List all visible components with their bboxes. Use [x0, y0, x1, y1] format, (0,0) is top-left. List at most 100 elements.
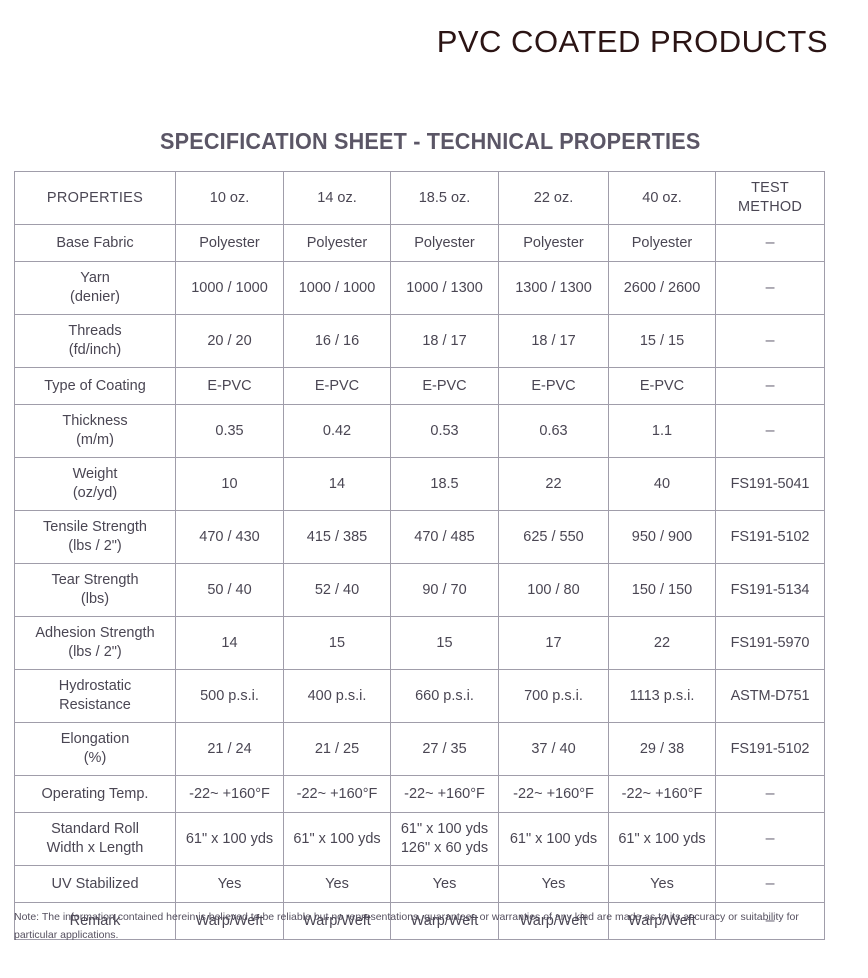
- cell-value-line1: Polyester: [199, 234, 260, 251]
- cell-test-method: ASTM-D751: [715, 669, 825, 723]
- cell-value-line1: E-PVC: [422, 377, 467, 394]
- cell-value-line1: Yes: [432, 875, 457, 892]
- cell-value: -22~ +160°F: [390, 775, 499, 813]
- cell-value-line1: Warp/Weft: [628, 912, 696, 929]
- cell-value-line1: 18 / 17: [422, 332, 467, 349]
- property-unit: (lbs / 2"): [68, 538, 122, 554]
- table-row: Operating Temp. -22~ +160°F -22~ +160°F -22…: [14, 775, 825, 813]
- column-header-18-5oz: 18.5 oz.: [390, 171, 499, 225]
- cell-value: 470 / 485: [390, 510, 499, 564]
- cell-test-method: –: [715, 902, 825, 940]
- cell-value-line1: -22~ +160°F: [296, 785, 378, 802]
- cell-value-line1: 61" x 100 yds: [509, 830, 598, 847]
- cell-value-line1: 400 p.s.i.: [307, 687, 367, 704]
- cell-value: Yes: [390, 865, 499, 903]
- property-name: Adhesion Strength: [35, 625, 155, 642]
- cell-value: Warp/Weft: [390, 902, 499, 940]
- cell-value-line1: 2600 / 2600: [623, 279, 701, 296]
- cell-value: 18.5: [390, 457, 499, 511]
- row-property-label: Remark: [14, 902, 176, 940]
- cell-value-line1: 50 / 40: [207, 581, 252, 598]
- cell-value: 20 / 20: [175, 314, 284, 368]
- cell-value-line1: 52 / 40: [314, 581, 360, 598]
- cell-value: 18 / 17: [498, 314, 609, 368]
- cell-test-method: –: [715, 367, 825, 405]
- row-property-label: Adhesion Strength (lbs / 2"): [14, 616, 176, 670]
- cell-value: 1000 / 1000: [283, 261, 391, 315]
- cell-value: Warp/Weft: [498, 902, 609, 940]
- cell-value: 22: [498, 457, 609, 511]
- cell-value-line1: 15: [328, 634, 346, 651]
- cell-value-line1: -22~ +160°F: [513, 785, 594, 802]
- cell-value: Yes: [175, 865, 284, 903]
- column-header-10oz: 10 oz.: [175, 171, 284, 225]
- cell-value: 1000 / 1000: [175, 261, 284, 315]
- cell-value: 0.42: [283, 404, 391, 458]
- cell-value: 415 / 385: [283, 510, 391, 564]
- cell-value-line1: 1000 / 1000: [191, 279, 268, 296]
- cell-value-line1: 0.63: [539, 422, 568, 439]
- cell-value: 500 p.s.i.: [175, 669, 284, 723]
- cell-value: -22~ +160°F: [498, 775, 609, 813]
- cell-value: 10: [175, 457, 284, 511]
- cell-value: 700 p.s.i.: [498, 669, 609, 723]
- property-unit: Width x Length: [46, 840, 144, 856]
- cell-value: E-PVC: [608, 367, 716, 405]
- cell-test-method: –: [715, 404, 825, 458]
- cell-value-line1: 500 p.s.i.: [200, 687, 259, 704]
- cell-value-line1: 1.1: [651, 422, 673, 439]
- cell-value-line1: 625 / 550: [523, 528, 584, 545]
- table-body: Base Fabric Polyester Polyester Polyester Po…: [14, 224, 825, 940]
- cell-value: Yes: [608, 865, 716, 903]
- cell-value: 61" x 100 yds: [608, 812, 716, 866]
- cell-value-line1: 660 p.s.i.: [415, 687, 474, 704]
- table-row: Remark Warp/Weft Warp/Weft Warp/Weft Warp/We…: [14, 902, 825, 940]
- cell-value: 660 p.s.i.: [390, 669, 499, 723]
- cell-value-line1: 29 / 38: [639, 740, 685, 757]
- table-row: Standard Roll Width x Length 61" x 100 yds…: [14, 812, 825, 866]
- cell-value-line1: 21 / 24: [207, 740, 252, 757]
- cell-test-method: FS191-5102: [715, 722, 825, 776]
- row-property-label: Base Fabric: [14, 224, 176, 262]
- cell-value-line1: -22~ +160°F: [404, 785, 485, 802]
- cell-value-line1: 15 / 15: [639, 332, 685, 349]
- cell-value-line1: 0.42: [322, 422, 352, 439]
- cell-test-method: FS191-5134: [715, 563, 825, 617]
- cell-test-method: –: [715, 865, 825, 903]
- cell-value: E-PVC: [390, 367, 499, 405]
- table-row: Hydrostatic Resistance 500 p.s.i. 400 p.s.i…: [14, 669, 825, 723]
- property-name: Tensile Strength: [43, 519, 147, 536]
- cell-value-line1: Warp/Weft: [519, 912, 588, 929]
- cell-value-line1: 150 / 150: [631, 581, 693, 598]
- cell-value-line2: 126" x 60 yds: [400, 840, 489, 856]
- property-name: Yarn: [80, 270, 110, 287]
- row-property-label: UV Stabilized: [14, 865, 176, 903]
- cell-value: 21 / 25: [283, 722, 391, 776]
- cell-value-line1: Yes: [650, 875, 674, 892]
- cell-value-line1: Yes: [325, 875, 349, 892]
- table-head: PROPERTIES 10 oz. 14 oz. 18.5 oz. 22 oz.…: [14, 171, 825, 225]
- cell-test-method: FS191-5041: [715, 457, 825, 511]
- cell-value-line1: 61" x 100 yds: [618, 830, 706, 847]
- cell-value: 100 / 80: [498, 563, 609, 617]
- cell-value: 1113 p.s.i.: [608, 669, 716, 723]
- cell-value-line1: 470 / 485: [414, 528, 475, 545]
- row-property-label: Thickness (m/m): [14, 404, 176, 458]
- cell-value: 27 / 35: [390, 722, 499, 776]
- cell-value: 16 / 16: [283, 314, 391, 368]
- cell-value-line1: Warp/Weft: [410, 912, 479, 929]
- table-row: Thickness (m/m) 0.35 0.42 0.53 0.63 1.1 –: [14, 404, 825, 458]
- row-property-label: Weight (oz/yd): [14, 457, 176, 511]
- table-row: Weight (oz/yd) 10 14 18.5 22 40 FS191-5041: [14, 457, 825, 511]
- cell-value-line1: 40: [653, 475, 671, 492]
- cell-value: 61" x 100 yds: [498, 812, 609, 866]
- page-title: PVC COATED PRODUCTS: [436, 24, 828, 59]
- row-property-label: Tear Strength (lbs): [14, 563, 176, 617]
- table-row: UV Stabilized Yes Yes Yes Yes Yes –: [14, 865, 825, 903]
- cell-value-line1: 37 / 40: [531, 740, 576, 757]
- property-name: Tear Strength: [51, 572, 139, 589]
- cell-value: Polyester: [390, 224, 499, 262]
- cell-value: 0.63: [498, 404, 609, 458]
- cell-value: 14: [283, 457, 391, 511]
- cell-value-line1: E-PVC: [531, 377, 576, 394]
